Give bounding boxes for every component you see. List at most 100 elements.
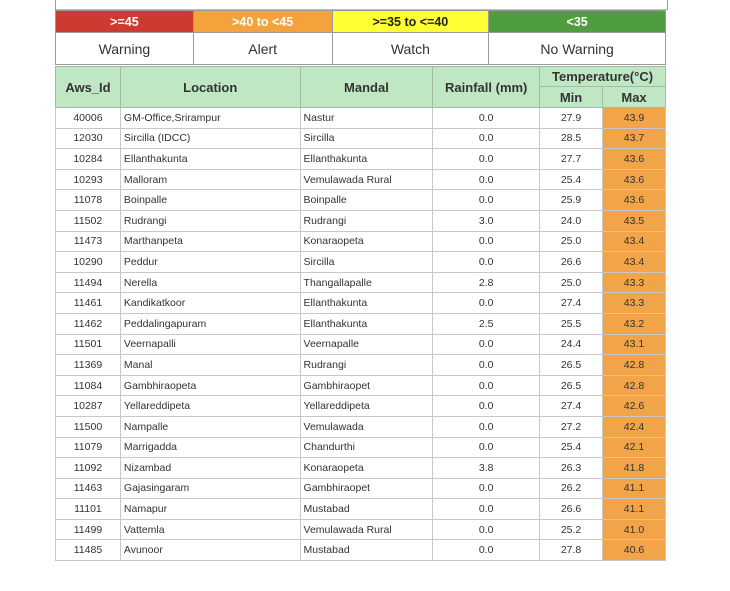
cell-max: 42.1 [602,436,666,459]
cell-max: 43.3 [602,271,666,294]
cell-mandal: Boinpalle [299,189,434,211]
cell-max: 43.6 [602,148,666,170]
cell-min: 26.3 [539,457,604,479]
cell-location: Boinpalle [119,189,301,211]
table-row: 11499 Vattemla Vemulawada Rural 0.0 25.2 41.0 [55,518,666,541]
legend-range-no-warning: <35 [488,10,666,33]
cell-min: 25.4 [539,436,604,459]
cell-mandal: Rudrangi [299,354,434,376]
cell-max: 42.8 [602,354,666,376]
table-row: 11485 Avunoor Mustabad 0.0 27.8 40.6 [55,539,666,562]
cell-aws-id: 11485 [55,539,121,562]
cell-mandal: Vemulawada [299,415,434,438]
cell-min: 25.0 [539,230,604,253]
cell-rainfall: 3.8 [432,457,541,479]
cell-mandal: Thangallapalle [299,271,434,294]
cell-mandal: Ellanthakunta [299,148,434,170]
cell-rainfall: 2.8 [432,271,541,294]
legend-range-watch: >=35 to <=40 [331,10,490,33]
cell-aws-id: 10293 [55,168,121,191]
cell-min: 27.2 [539,415,604,438]
cell-aws-id: 11500 [55,415,121,438]
cell-location: Nerella [119,271,301,294]
cell-mandal: Gambhiraopet [299,477,434,500]
cell-location: Yellareddipeta [119,395,301,417]
cell-location: Sircilla (IDCC) [119,127,301,150]
cell-max: 43.1 [602,333,666,356]
cell-aws-id: 11092 [55,457,121,479]
cell-mandal: Konaraopeta [299,230,434,253]
cell-min: 25.4 [539,168,604,191]
cell-aws-id: 11369 [55,354,121,376]
table-row: 11461 Kandikatkoor Ellanthakunta 0.0 27.4 43.… [55,292,666,314]
cell-rainfall: 0.0 [432,518,541,541]
cell-location: Gajasingaram [119,477,301,500]
table-row: 11101 Namapur Mustabad 0.0 26.6 41.1 [55,498,666,520]
cell-mandal: Mustabad [299,539,434,562]
cell-rainfall: 0.0 [432,477,541,500]
cell-aws-id: 10287 [55,395,121,417]
cell-max: 43.3 [602,292,666,314]
table-row: 11473 Marthanpeta Konaraopeta 0.0 25.0 43.4 [55,230,666,253]
cell-mandal: Sircilla [299,251,434,273]
cell-rainfall: 0.0 [432,436,541,459]
cell-max: 41.0 [602,518,666,541]
cell-aws-id: 40006 [55,107,121,129]
top-strip [55,0,668,10]
cell-min: 25.2 [539,518,604,541]
cell-max: 42.4 [602,415,666,438]
header-rainfall: Rainfall (mm) [432,66,541,108]
cell-rainfall: 0.0 [432,292,541,314]
table-row: 11463 Gajasingaram Gambhiraopet 0.0 26.2 41.1 [55,477,666,500]
cell-max: 41.8 [602,457,666,479]
cell-location: Ellanthakunta [119,148,301,170]
cell-aws-id: 11494 [55,271,121,294]
cell-max: 43.4 [602,251,666,273]
cell-max: 41.1 [602,498,666,520]
legend-label-warning: Warning [55,32,194,65]
cell-max: 43.9 [602,107,666,129]
cell-min: 26.5 [539,354,604,376]
table-row: 11462 Peddalingapuram Ellanthakunta 2.5 25.5… [55,312,666,335]
table-body: 40006 GM-Office,Srirampur Nastur 0.0 27.9 43.… [55,107,666,562]
cell-max: 40.6 [602,539,666,562]
temperature-table: Aws_Id Location Mandal Rainfall (mm) Tem… [55,66,666,562]
legend-label-no-warning: No Warning [488,32,666,65]
table-row: 10284 Ellanthakunta Ellanthakunta 0.0 27.7 43… [55,148,666,170]
cell-max: 42.6 [602,395,666,417]
cell-mandal: Ellanthakunta [299,312,434,335]
cell-location: Marrigadda [119,436,301,459]
cell-min: 26.2 [539,477,604,500]
cell-min: 27.8 [539,539,604,562]
cell-min: 24.4 [539,333,604,356]
table-row: 11500 Nampalle Vemulawada 0.0 27.2 42.4 [55,415,666,438]
cell-min: 25.9 [539,189,604,211]
cell-rainfall: 0.0 [432,168,541,191]
cell-aws-id: 12030 [55,127,121,150]
cell-mandal: Gambhiraopet [299,374,434,397]
cell-mandal: Yellareddipeta [299,395,434,417]
cell-rainfall: 0.0 [432,415,541,438]
header-max: Max [602,86,666,108]
cell-location: Namapur [119,498,301,520]
cell-location: Rudrangi [119,209,301,232]
cell-rainfall: 0.0 [432,539,541,562]
header-mandal: Mandal [299,66,434,108]
table-row: 12030 Sircilla (IDCC) Sircilla 0.0 28.5 43.7 [55,127,666,150]
cell-rainfall: 2.5 [432,312,541,335]
cell-min: 26.6 [539,251,604,273]
cell-rainfall: 0.0 [432,127,541,150]
cell-mandal: Chandurthi [299,436,434,459]
cell-rainfall: 0.0 [432,189,541,211]
cell-location: Malloram [119,168,301,191]
table-row: 11369 Manal Rudrangi 0.0 26.5 42.8 [55,354,666,376]
cell-mandal: Sircilla [299,127,434,150]
cell-rainfall: 0.0 [432,498,541,520]
cell-max: 43.5 [602,209,666,232]
cell-max: 41.1 [602,477,666,500]
legend-table: >=45 >40 to <45 >=35 to <=40 <35 Warning… [55,10,666,65]
cell-location: Nizambad [119,457,301,479]
cell-location: Avunoor [119,539,301,562]
table-row: 40006 GM-Office,Srirampur Nastur 0.0 27.9 43.… [55,107,666,129]
cell-min: 26.6 [539,498,604,520]
